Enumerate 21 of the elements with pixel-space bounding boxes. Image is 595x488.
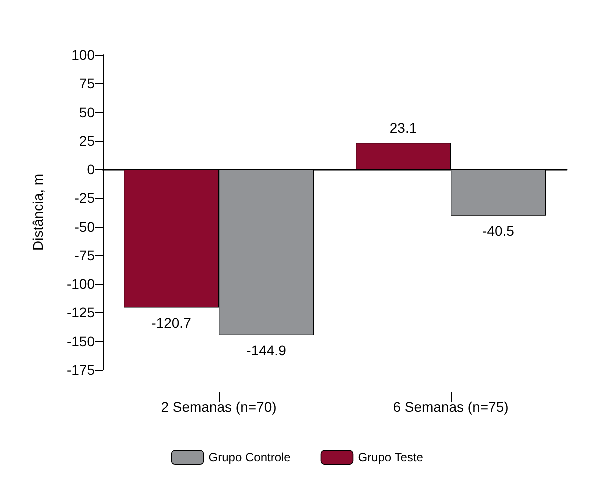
data-label: -120.7: [152, 314, 192, 331]
x-tick-label: 2 Semanas (n=70): [161, 399, 277, 415]
y-tick-label: 25: [79, 132, 96, 149]
y-tick-label: -50: [74, 218, 96, 235]
y-tick-label: -150: [66, 333, 96, 350]
y-axis-title: Distância, m: [30, 174, 46, 252]
legend-label: Grupo Teste: [358, 450, 424, 465]
y-tick-label: 75: [79, 76, 96, 92]
y-tick-label: -175: [66, 362, 96, 378]
y-tick-label: -125: [66, 304, 96, 321]
y-tick-label: -100: [66, 276, 96, 292]
y-tick-label: -75: [74, 247, 96, 264]
data-label: 23.1: [390, 120, 418, 136]
y-tick-label: 0: [87, 162, 96, 178]
y-tick-label: 50: [79, 104, 96, 120]
data-label: -40.5: [482, 222, 515, 239]
data-label: -144.9: [246, 342, 287, 359]
y-tick-label: 100: [72, 47, 96, 63]
y-tick-label: -25: [74, 190, 96, 206]
x-tick-label: 6 Semanas (n=75): [393, 399, 509, 415]
legend-label: Grupo Controle: [208, 450, 292, 465]
